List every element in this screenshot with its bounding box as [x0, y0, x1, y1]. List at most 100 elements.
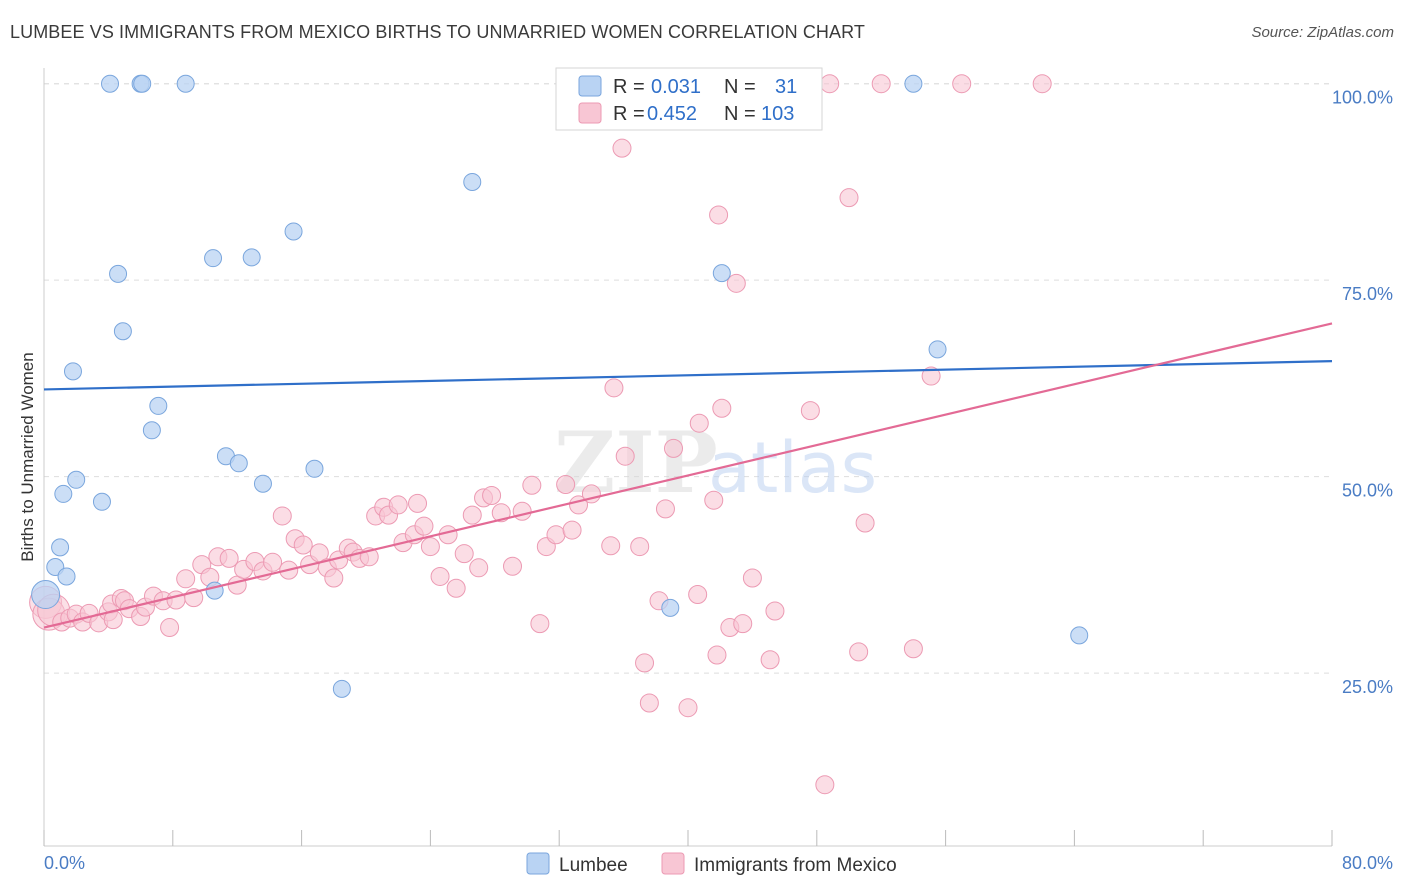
lumbee-point [101, 74, 120, 93]
mexico-point [921, 366, 941, 386]
mexico-point [491, 503, 511, 523]
mexico-point [871, 74, 891, 94]
mexico-point [815, 775, 835, 795]
legend-r-value-mexico: 0.452 [647, 103, 697, 125]
lumbee-point [242, 248, 261, 267]
lumbee-point [284, 222, 303, 241]
mexico-point [219, 548, 239, 568]
lumbee-point [92, 492, 111, 511]
mexico-point [420, 537, 440, 557]
x-ticks [43, 830, 1333, 846]
legend-swatch-mexico [578, 102, 602, 124]
lumbee-point [205, 581, 224, 600]
mexico-point [601, 536, 621, 556]
bottom-legend: Lumbee Immigrants from Mexico [526, 852, 897, 876]
lumbee-series [31, 74, 1089, 698]
mexico-point [469, 558, 489, 578]
lumbee-point [661, 598, 680, 617]
watermark: ZIP atlas [554, 413, 877, 512]
legend-n-value-lumbee: 31 [775, 76, 797, 98]
lumbee-point [332, 679, 351, 698]
legend-r-label-lumbee: R = [613, 76, 645, 98]
mexico-point [742, 568, 762, 588]
mexico-point [438, 525, 458, 545]
mexico-point [324, 568, 344, 588]
lumbee-point [57, 567, 76, 586]
mexico-point [430, 566, 450, 586]
mexico-point [176, 569, 196, 589]
lumbee-point [113, 322, 132, 341]
lumbee-point [463, 172, 482, 191]
mexico-point [855, 513, 875, 533]
watermark-atlas: atlas [708, 427, 877, 509]
mexico-point [726, 273, 746, 293]
mexico-point [839, 188, 859, 208]
mexico-point [630, 537, 650, 557]
mexico-point [562, 520, 582, 540]
mexico-point [800, 401, 820, 421]
y-tick-labels: 25.0% 50.0% 75.0% 100.0% [1332, 88, 1393, 697]
mexico-point [678, 698, 698, 718]
lumbee-trend-line [43, 360, 1333, 391]
mexico-point [903, 639, 923, 659]
lumbee-point [133, 74, 152, 93]
mexico-point [688, 585, 708, 605]
lumbee-point [109, 264, 128, 283]
mexico-point [512, 501, 532, 521]
mexico-point [612, 138, 632, 158]
legend-n-label-lumbee: N = [724, 76, 756, 98]
mexico-series [29, 74, 1052, 795]
mexico-point [709, 205, 729, 225]
bottom-legend-swatch-mexico [661, 852, 685, 875]
lumbee-point [928, 340, 947, 359]
lumbee-point [149, 396, 168, 415]
mexico-point [765, 601, 785, 621]
mexico-point [664, 438, 684, 458]
mexico-point [166, 590, 186, 610]
mexico-point [546, 525, 566, 545]
lumbee-point [253, 474, 272, 493]
mexico-point [530, 614, 550, 634]
lumbee-point [1070, 626, 1089, 645]
lumbee-point [63, 362, 82, 381]
lumbee-point [229, 454, 248, 473]
lumbee-point [305, 459, 324, 478]
bottom-legend-label-mexico: Immigrants from Mexico [694, 855, 897, 876]
mexico-point [263, 552, 283, 572]
legend-box: R = 0.031 N = 31 R = 0.452 N = 103 [555, 67, 823, 131]
lumbee-point [54, 484, 73, 503]
y-tick-label: 75.0% [1342, 284, 1393, 304]
mexico-point [160, 618, 180, 638]
mexico-point [655, 499, 675, 519]
chart-source: Source: ZipAtlas.com [1251, 24, 1394, 41]
x-tick-label-max: 80.0% [1342, 853, 1393, 873]
x-tick-label-min: 0.0% [44, 853, 85, 873]
legend-n-value-mexico: 103 [761, 103, 794, 125]
mexico-point [952, 74, 972, 94]
bottom-legend-swatch-lumbee [526, 852, 550, 875]
legend-r-value-lumbee: 0.031 [651, 76, 701, 98]
lumbee-point [51, 538, 70, 557]
mexico-point [733, 614, 753, 634]
lumbee-point [712, 264, 731, 283]
lumbee-point [142, 421, 161, 440]
mexico-point [388, 495, 408, 515]
mexico-point [293, 535, 313, 555]
mexico-point [1032, 74, 1052, 94]
chart-title: LUMBEE VS IMMIGRANTS FROM MEXICO BIRTHS … [10, 22, 866, 42]
trend-lines [43, 322, 1333, 629]
y-axis-label: Births to Unmarried Women [18, 352, 37, 561]
y-tick-label: 50.0% [1342, 481, 1393, 501]
mexico-point [849, 642, 869, 662]
mexico-point [462, 505, 482, 525]
mexico-point [556, 475, 576, 495]
mexico-point [408, 493, 428, 513]
mexico-point [604, 378, 624, 398]
lumbee-point [204, 249, 223, 268]
mexico-point [522, 475, 542, 495]
lumbee-point [31, 580, 61, 610]
mexico-point [482, 486, 502, 506]
mexico-point [820, 74, 840, 94]
mexico-point [635, 653, 655, 673]
